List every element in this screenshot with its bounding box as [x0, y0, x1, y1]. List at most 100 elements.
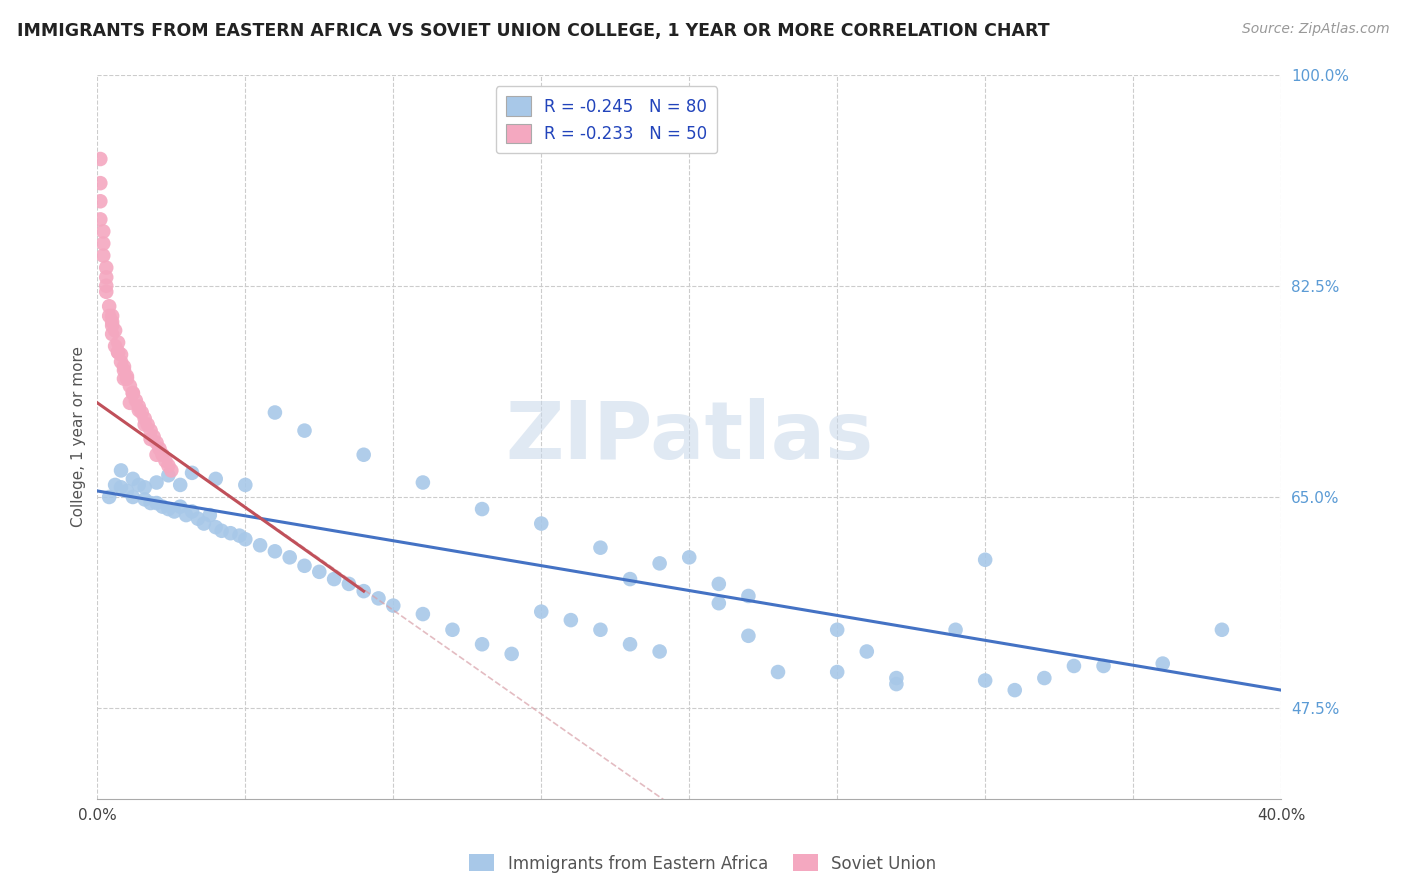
Point: [219, 526, 242, 541]
Point: [707, 577, 730, 591]
Point: [228, 528, 250, 542]
Point: [110, 355, 132, 369]
Point: [412, 475, 434, 490]
Point: [1033, 671, 1056, 685]
Point: [211, 524, 233, 538]
Point: [155, 454, 177, 468]
Point: [589, 623, 612, 637]
Point: [825, 623, 848, 637]
Point: [89, 212, 111, 227]
Point: [471, 502, 494, 516]
Point: [118, 379, 141, 393]
Point: [91, 224, 114, 238]
Point: [678, 550, 700, 565]
Point: [198, 508, 221, 522]
Point: [134, 417, 156, 432]
Point: [152, 448, 174, 462]
Point: [707, 596, 730, 610]
Point: [104, 339, 127, 353]
Point: [530, 605, 553, 619]
Point: [169, 500, 191, 514]
Point: [115, 372, 138, 386]
Point: [89, 152, 111, 166]
Point: [145, 435, 167, 450]
Point: [181, 466, 204, 480]
Point: [101, 309, 124, 323]
Point: [367, 591, 389, 606]
Point: [264, 405, 287, 419]
Point: [1063, 659, 1085, 673]
Point: [181, 504, 204, 518]
Point: [98, 309, 121, 323]
Point: [145, 496, 167, 510]
Point: [886, 671, 908, 685]
Point: [945, 623, 967, 637]
Point: [1092, 659, 1115, 673]
Text: IMMIGRANTS FROM EASTERN AFRICA VS SOVIET UNION COLLEGE, 1 YEAR OR MORE CORRELATI: IMMIGRANTS FROM EASTERN AFRICA VS SOVIET…: [17, 22, 1049, 40]
Point: [142, 430, 165, 444]
Point: [89, 176, 111, 190]
Point: [264, 544, 287, 558]
Point: [589, 541, 612, 555]
Point: [128, 400, 150, 414]
Point: [110, 347, 132, 361]
Point: [530, 516, 553, 531]
Point: [441, 623, 464, 637]
Point: [121, 472, 143, 486]
Point: [101, 318, 124, 333]
Point: [128, 478, 150, 492]
Point: [204, 520, 226, 534]
Point: [112, 363, 135, 377]
Point: [412, 607, 434, 621]
Text: ZIPatlas: ZIPatlas: [505, 398, 873, 475]
Point: [157, 458, 180, 473]
Point: [648, 557, 671, 571]
Point: [249, 538, 271, 552]
Point: [112, 359, 135, 374]
Point: [353, 584, 375, 599]
Point: [139, 432, 162, 446]
Point: [353, 448, 375, 462]
Point: [107, 345, 129, 359]
Point: [157, 468, 180, 483]
Point: [96, 285, 118, 299]
Point: [471, 637, 494, 651]
Point: [121, 490, 143, 504]
Point: [825, 665, 848, 679]
Point: [98, 490, 121, 504]
Point: [1152, 657, 1174, 671]
Point: [148, 442, 170, 456]
Point: [107, 345, 129, 359]
Point: [294, 424, 316, 438]
Text: Source: ZipAtlas.com: Source: ZipAtlas.com: [1241, 22, 1389, 37]
Point: [648, 644, 671, 658]
Point: [145, 448, 167, 462]
Point: [157, 502, 180, 516]
Point: [101, 315, 124, 329]
Point: [96, 278, 118, 293]
Point: [96, 260, 118, 275]
Point: [128, 403, 150, 417]
Point: [134, 480, 156, 494]
Point: [139, 496, 162, 510]
Point: [115, 369, 138, 384]
Point: [294, 558, 316, 573]
Point: [737, 589, 759, 603]
Legend: Immigrants from Eastern Africa, Soviet Union: Immigrants from Eastern Africa, Soviet U…: [463, 847, 943, 880]
Point: [308, 565, 330, 579]
Point: [169, 478, 191, 492]
Point: [110, 463, 132, 477]
Point: [104, 323, 127, 337]
Point: [89, 194, 111, 209]
Point: [121, 386, 143, 401]
Point: [112, 372, 135, 386]
Point: [91, 249, 114, 263]
Point: [131, 405, 153, 419]
Point: [174, 508, 197, 522]
Point: [560, 613, 582, 627]
Point: [204, 472, 226, 486]
Point: [101, 326, 124, 341]
Point: [974, 673, 997, 688]
Point: [160, 463, 183, 477]
Point: [115, 483, 138, 498]
